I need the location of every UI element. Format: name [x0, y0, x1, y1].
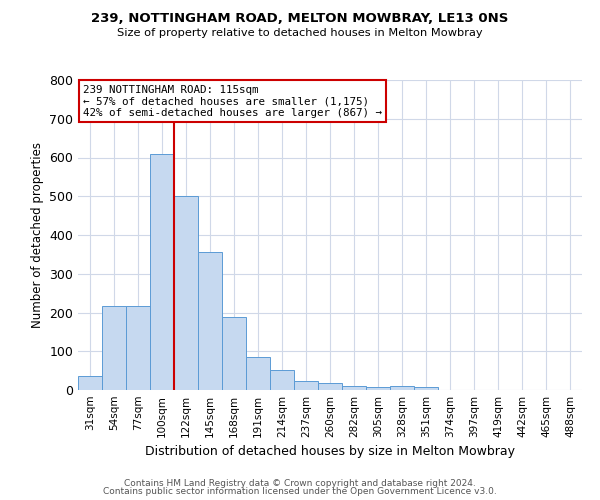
Bar: [342, 386, 366, 390]
Bar: [102, 306, 126, 390]
Bar: [414, 388, 438, 390]
Text: Size of property relative to detached houses in Melton Mowbray: Size of property relative to detached ho…: [117, 28, 483, 38]
Bar: [246, 357, 270, 390]
Bar: [318, 384, 342, 390]
Bar: [150, 154, 174, 390]
Bar: [198, 252, 222, 390]
Y-axis label: Number of detached properties: Number of detached properties: [31, 142, 44, 328]
X-axis label: Distribution of detached houses by size in Melton Mowbray: Distribution of detached houses by size …: [145, 446, 515, 458]
Bar: [78, 376, 102, 390]
Text: Contains public sector information licensed under the Open Government Licence v3: Contains public sector information licen…: [103, 487, 497, 496]
Bar: [270, 370, 294, 390]
Text: Contains HM Land Registry data © Crown copyright and database right 2024.: Contains HM Land Registry data © Crown c…: [124, 478, 476, 488]
Bar: [294, 382, 318, 390]
Text: 239, NOTTINGHAM ROAD, MELTON MOWBRAY, LE13 0NS: 239, NOTTINGHAM ROAD, MELTON MOWBRAY, LE…: [91, 12, 509, 26]
Bar: [390, 386, 414, 390]
Bar: [126, 306, 150, 390]
Text: 239 NOTTINGHAM ROAD: 115sqm
← 57% of detached houses are smaller (1,175)
42% of : 239 NOTTINGHAM ROAD: 115sqm ← 57% of det…: [83, 84, 382, 118]
Bar: [222, 317, 246, 390]
Bar: [366, 387, 390, 390]
Bar: [174, 196, 198, 390]
